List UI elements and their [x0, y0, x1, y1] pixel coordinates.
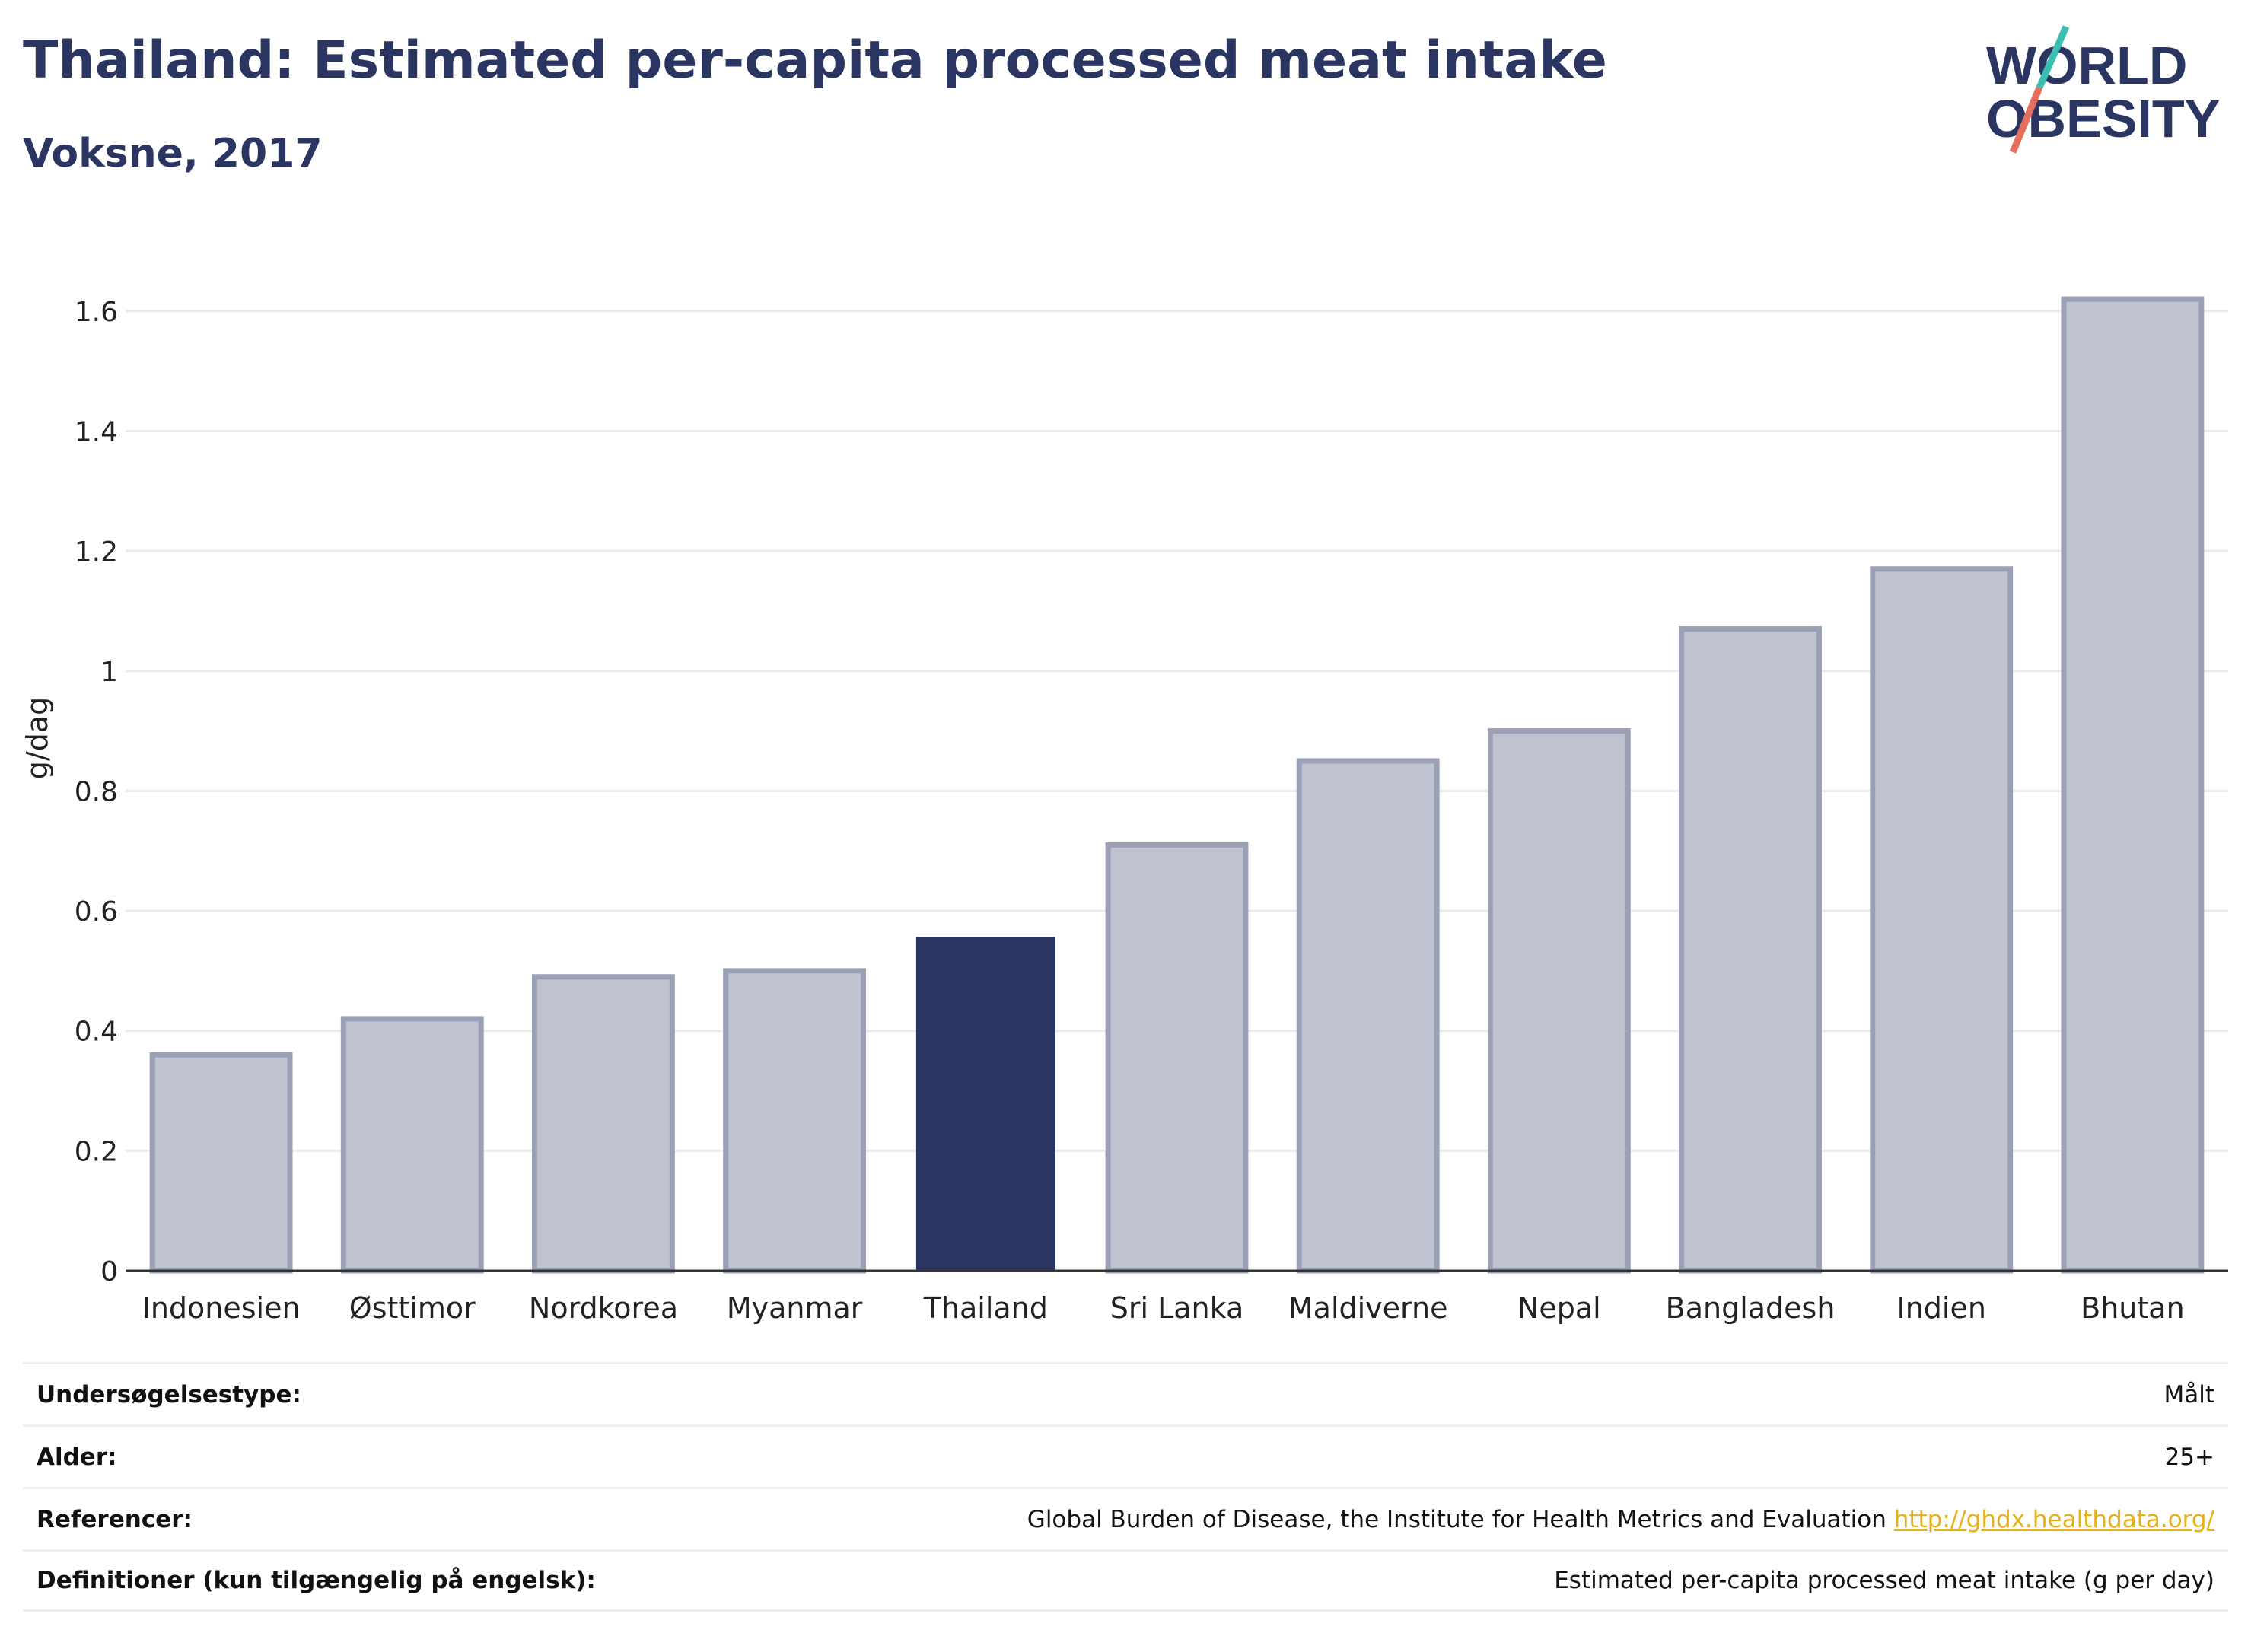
bars — [149, 296, 2205, 1274]
info-value: 25+ — [2164, 1443, 2214, 1471]
info-label: Alder: — [37, 1443, 117, 1471]
y-axis-label: g/dag — [21, 697, 54, 779]
chart-subtitle: Voksne, 2017 — [23, 131, 323, 177]
y-tick-label: 1.6 — [75, 297, 118, 328]
y-axis-ticks: 0 0.2 0.4 0.6 0.8 1 1.2 1.4 1.6 — [75, 297, 118, 1288]
reference-link[interactable]: http://ghdx.healthdata.org/ — [1893, 1505, 2214, 1533]
x-tick-label: Maldiverne — [1288, 1291, 1448, 1325]
bar-nordkorea — [532, 974, 675, 1274]
x-tick-label: Sri Lanka — [1110, 1291, 1244, 1325]
info-table: Undersøgelsestype: Målt Alder: 25+ Reference… — [23, 1362, 2228, 1612]
bar-maldiverne — [1296, 758, 1440, 1274]
y-tick-label: 0.6 — [75, 896, 118, 928]
x-tick-label: Bangladesh — [1666, 1291, 1836, 1325]
x-tick-label: Nordkorea — [529, 1291, 678, 1325]
bar-thailand — [915, 937, 1055, 1272]
x-axis-ticks: Indonesien Østtimor Nordkorea Myanmar Thaila… — [142, 1291, 2185, 1325]
bar-indien — [1870, 566, 2014, 1274]
info-row: Undersøgelsestype: Målt — [23, 1362, 2228, 1424]
info-value: Målt — [2163, 1380, 2214, 1408]
world-obesity-logo: WORLD OBESITY — [1986, 25, 2220, 154]
bar-østtimor — [340, 1016, 484, 1274]
y-tick-label: 0.4 — [75, 1017, 118, 1048]
x-tick-label: Thailand — [923, 1291, 1048, 1325]
y-tick-label: 1.2 — [75, 536, 118, 568]
x-tick-label: Østtimor — [349, 1291, 476, 1325]
bar-bhutan — [2061, 296, 2205, 1274]
logo-slash-teal — [2036, 25, 2070, 89]
info-label: Referencer: — [37, 1505, 193, 1533]
info-row: Alder: 25+ — [23, 1424, 2228, 1487]
bar-sri-lanka — [1105, 842, 1249, 1274]
x-tick-label: Indien — [1897, 1291, 1986, 1325]
x-tick-label: Bhutan — [2081, 1291, 2185, 1325]
y-tick-label: 1 — [100, 657, 118, 688]
y-tick-label: 0.2 — [75, 1136, 118, 1167]
x-tick-label: Myanmar — [727, 1291, 863, 1325]
info-value: Global Burden of Disease, the Institute … — [1027, 1505, 2214, 1533]
logo-line1: WORLD — [1986, 36, 2187, 95]
bar-bangladesh — [1679, 626, 1822, 1274]
info-value: Estimated per-capita processed meat inta… — [1554, 1567, 2214, 1594]
bar-nepal — [1487, 728, 1631, 1274]
y-tick-label: 1.4 — [75, 416, 118, 447]
x-tick-label: Indonesien — [142, 1291, 301, 1325]
info-row: Referencer: Global Burden of Disease, the… — [23, 1487, 2228, 1549]
bar-myanmar — [723, 968, 867, 1274]
info-row: Definitioner (kun tilgængelig på engelsk… — [23, 1549, 2228, 1612]
chart-title: Thailand: Estimated per-capita processed… — [23, 30, 1607, 91]
logo-slash-coral — [2009, 86, 2043, 154]
y-tick-label: 0.8 — [75, 776, 118, 807]
y-tick-label: 0 — [100, 1256, 118, 1288]
info-label: Definitioner (kun tilgængelig på engelsk… — [37, 1567, 596, 1594]
x-tick-label: Nepal — [1517, 1291, 1601, 1325]
info-label: Undersøgelsestype: — [37, 1380, 301, 1408]
bar-indonesien — [149, 1052, 293, 1274]
bar-chart: 0 0.2 0.4 0.6 0.8 1 1.2 1.4 1.6 g/dag Indonesien… — [21, 296, 2228, 1325]
